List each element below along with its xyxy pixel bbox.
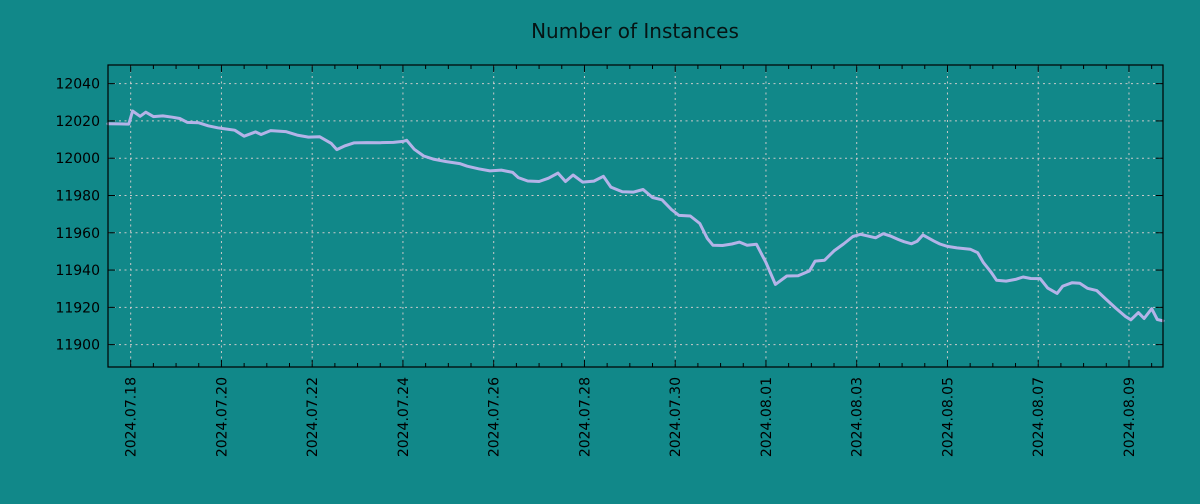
x-tick-label: 2024.07.22 (305, 377, 321, 457)
y-tick-label: 11920 (55, 300, 100, 316)
y-tick-label: 11900 (55, 338, 100, 354)
gridlines (108, 65, 1163, 367)
x-tick-label: 2024.07.18 (124, 377, 140, 457)
x-axis-labels: 2024.07.18 2024.07.20 2024.07.22 2024.07.24… (124, 377, 1138, 457)
x-tick-label: 2024.08.03 (850, 377, 866, 457)
y-tick-label: 11980 (55, 188, 100, 204)
y-tick-label: 11960 (55, 226, 100, 242)
tick-marks (108, 65, 1163, 367)
x-tick-label: 2024.08.05 (940, 377, 956, 457)
x-tick-label: 2024.07.24 (396, 377, 412, 457)
x-tick-label: 2024.08.07 (1031, 377, 1047, 457)
x-tick-label: 2024.07.20 (214, 377, 230, 457)
x-tick-label: 2024.08.09 (1122, 377, 1138, 457)
x-tick-label: 2024.07.26 (487, 377, 503, 457)
chart-title: Number of Instances (531, 19, 739, 43)
x-tick-label: 2024.08.01 (759, 377, 775, 457)
plot-border (107, 64, 1164, 368)
y-tick-label: 12000 (55, 151, 100, 167)
y-tick-label: 11940 (55, 263, 100, 279)
y-tick-label: 12040 (55, 77, 100, 93)
x-tick-label: 2024.07.30 (668, 377, 684, 457)
y-tick-label: 12020 (55, 114, 100, 130)
data-line (106, 109, 1165, 323)
x-tick-label: 2024.07.28 (577, 377, 593, 457)
y-axis-labels: 11900 11920 11940 11960 11980 12000 12020 12040 (55, 77, 100, 354)
